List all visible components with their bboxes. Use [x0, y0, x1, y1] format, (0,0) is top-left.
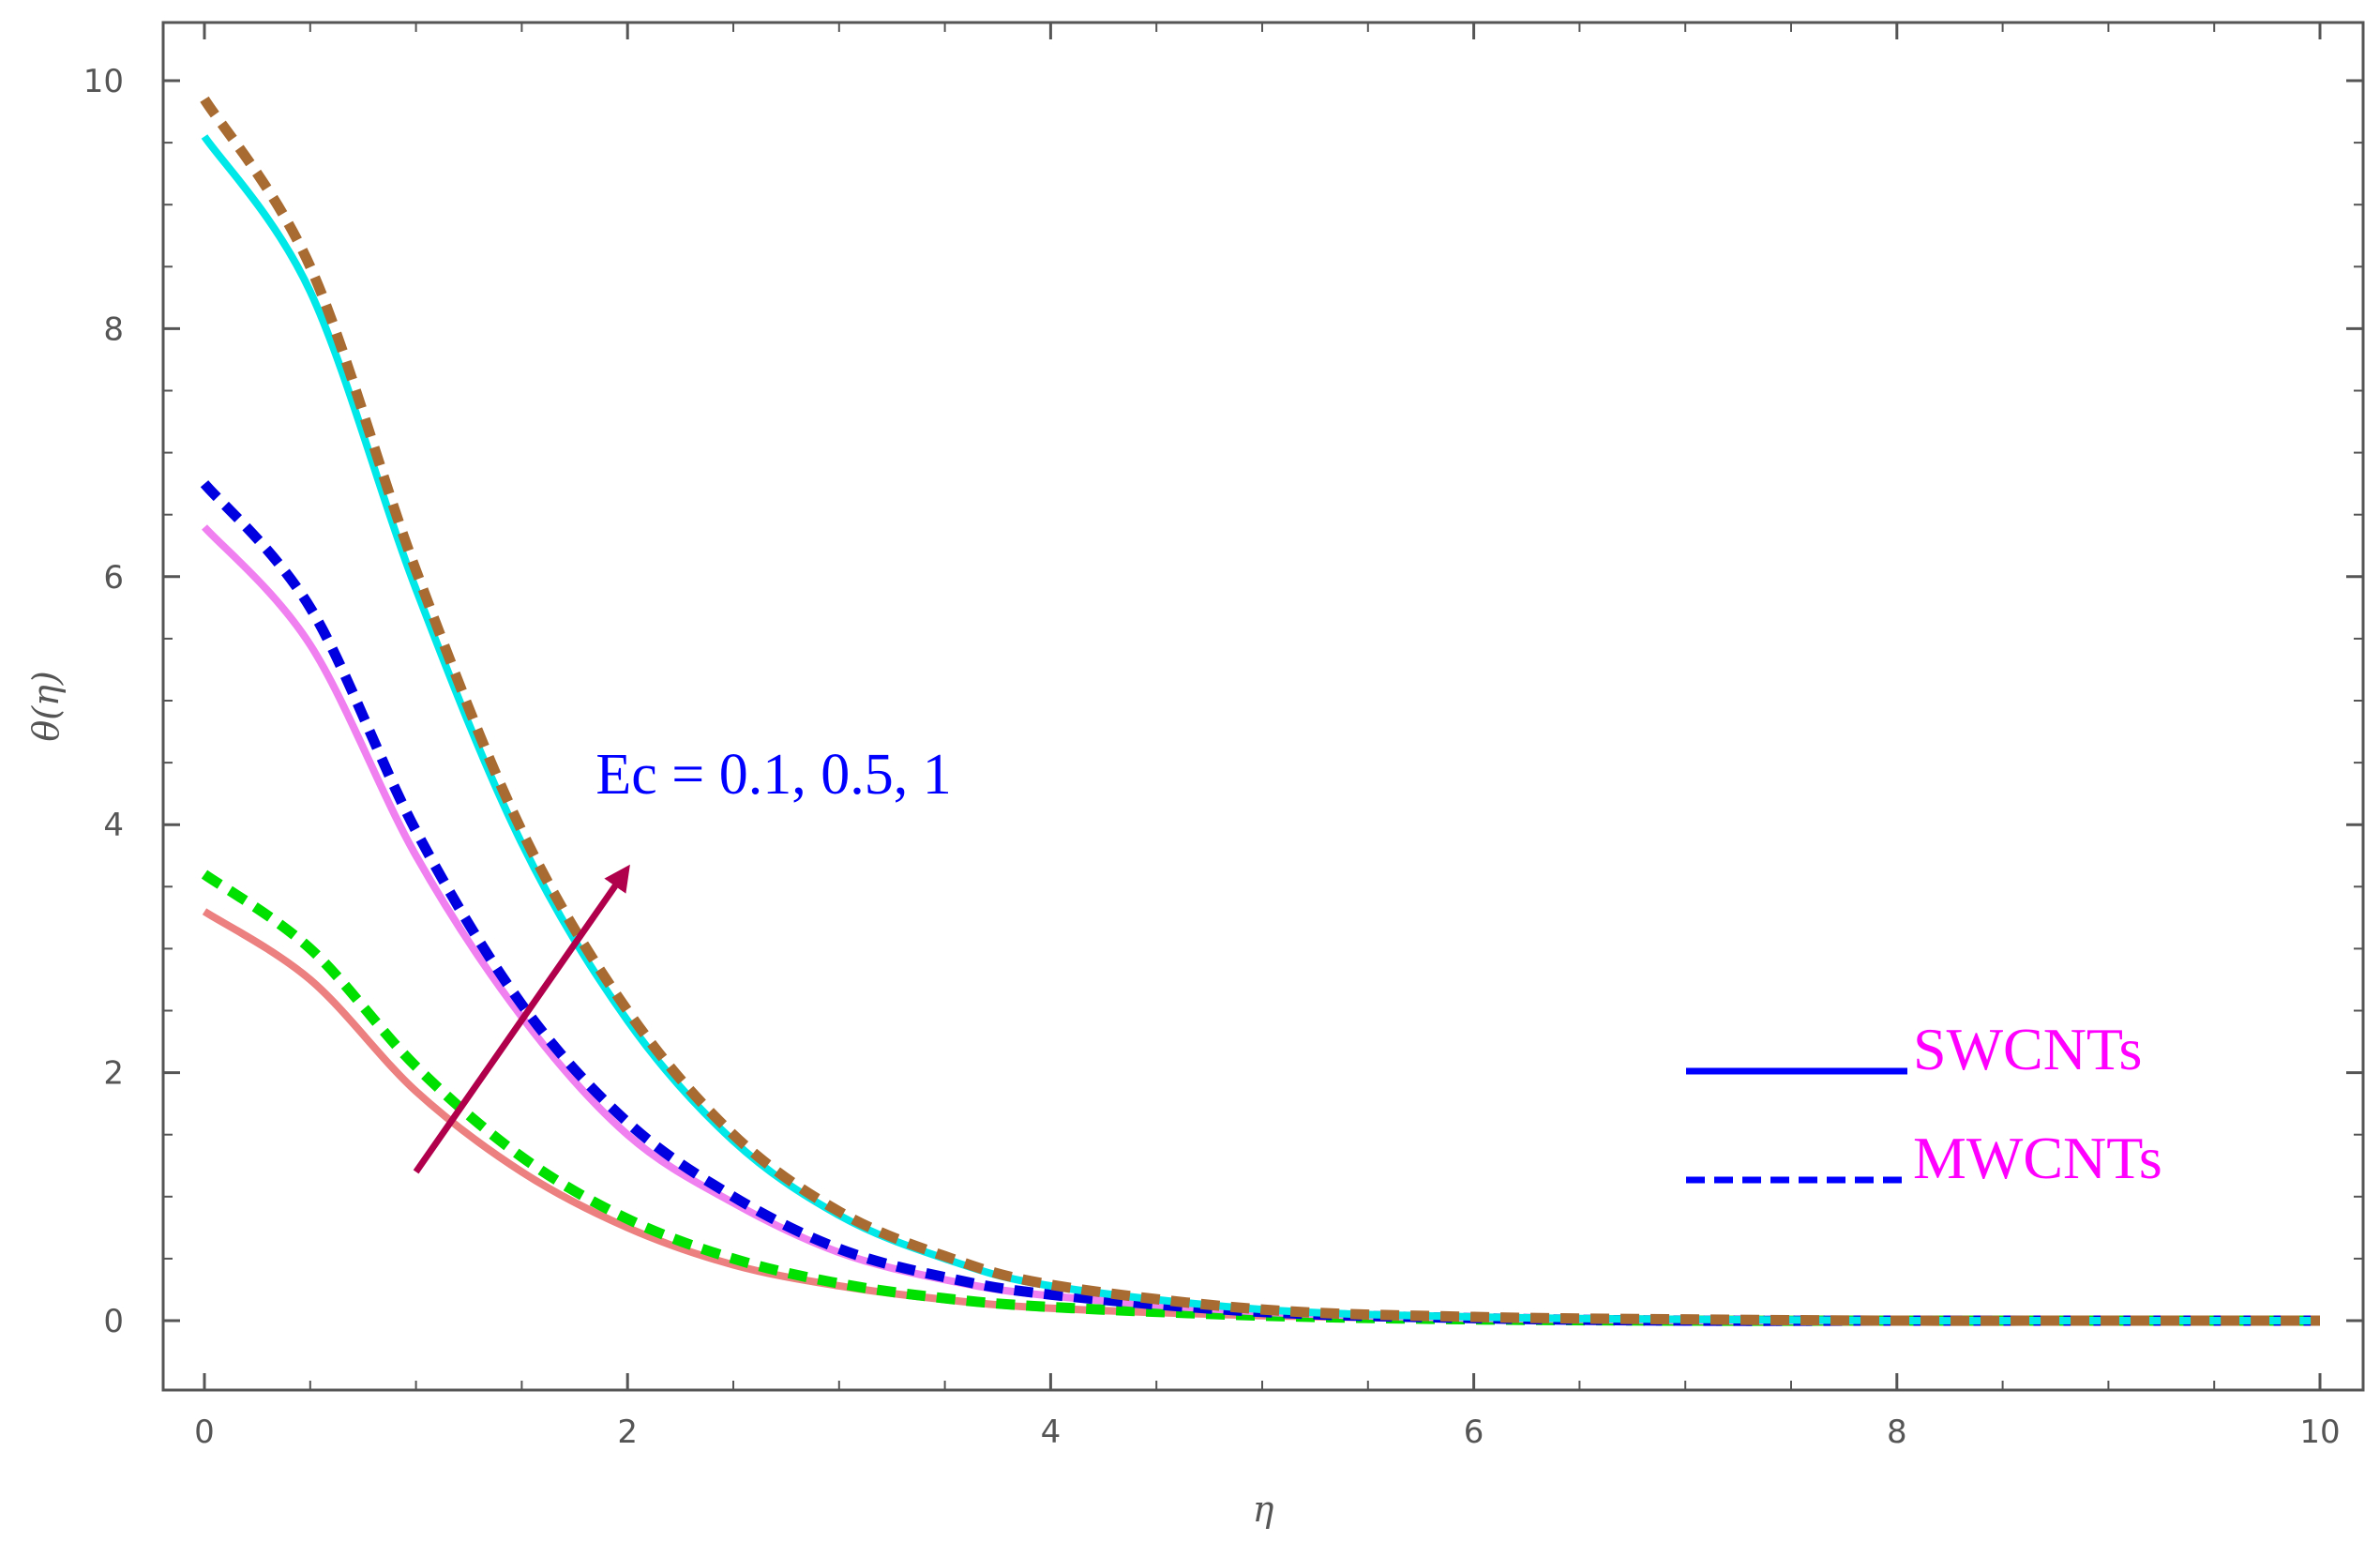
series-line-2 — [201, 869, 2320, 1326]
legend: SWCNTs MWCNTs — [1686, 1016, 2162, 1191]
legend-label-1: SWCNTs — [1913, 1016, 2142, 1082]
axis-ticks: 0 2 4 6 8 10 0 2 4 6 8 10 — [83, 23, 2363, 1451]
annotation-arrow — [413, 864, 630, 1174]
legend-label-2: MWCNTs — [1913, 1125, 2162, 1191]
annotation-text: Ec = 0.1, 0.5, 1 — [595, 743, 951, 807]
annotation-layer: Ec = 0.1, 0.5, 1 — [413, 743, 952, 1174]
series-line-3 — [202, 524, 2320, 1325]
y-tick-label: 0 — [103, 1303, 124, 1340]
y-tick-label: 2 — [103, 1055, 124, 1093]
series-line-1 — [202, 908, 2320, 1325]
x-tick-label: 4 — [1041, 1414, 1062, 1451]
y-tick-label: 10 — [83, 63, 124, 100]
y-tick-label: 6 — [103, 559, 124, 597]
x-tick-label: 0 — [194, 1414, 215, 1451]
series-layer — [200, 96, 2320, 1326]
x-tick-label: 2 — [617, 1414, 638, 1451]
y-tick-label: 8 — [103, 310, 124, 348]
y-tick-label: 4 — [103, 807, 124, 844]
series-line-4 — [200, 480, 2320, 1326]
x-axis-label: η — [1253, 1489, 1274, 1530]
y-axis-label: θ(η) — [25, 671, 67, 741]
x-tick-label: 8 — [1887, 1414, 1907, 1451]
series-line-6 — [200, 96, 2320, 1326]
x-tick-label: 10 — [2299, 1414, 2340, 1451]
x-tick-label: 6 — [1464, 1414, 1484, 1451]
